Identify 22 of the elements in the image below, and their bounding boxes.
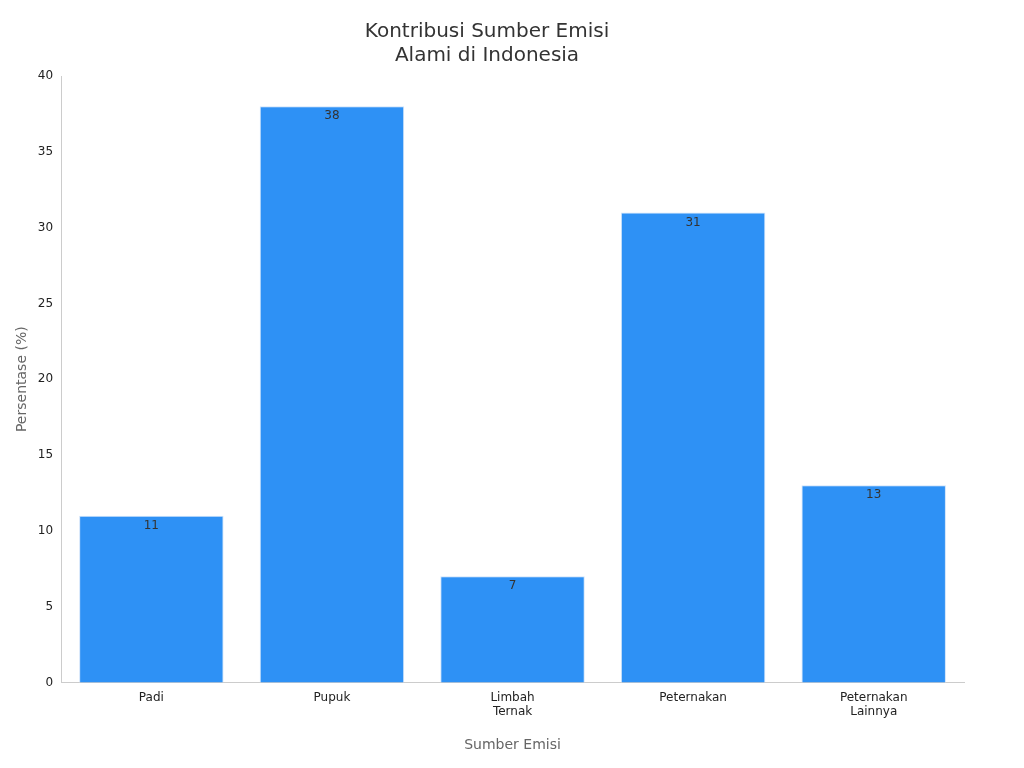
y-tick-label: 0 [45,674,54,689]
y-tick-label: 25 [37,295,54,310]
y-tick-label: 20 [37,371,54,386]
y-tick-label: 10 [37,522,54,537]
data-label: 38 [324,108,340,123]
data-label: 11 [143,517,159,532]
data-label: 7 [508,578,517,593]
y-tick-label: 15 [37,447,54,462]
x-tick-label: Peternakan [659,689,727,704]
y-axis-title: Persentase (%) [13,326,30,433]
x-tick-label: Padi [138,689,164,704]
x-tick-label: Pupuk [313,689,351,704]
y-tick-label: 40 [37,68,54,83]
y-tick-label: 35 [37,143,54,158]
data-label: 13 [866,487,882,502]
y-tick-label: 5 [45,598,54,613]
chart-title: Kontribusi Sumber Emisi Alami di Indonesia [364,18,610,67]
x-tick-label: Limbah Ternak [490,689,535,719]
x-tick-label: Peternakan Lainnya [839,689,908,719]
x-axis-title: Sumber Emisi [464,736,561,753]
data-label: 31 [685,214,701,229]
y-tick-label: 30 [37,219,54,234]
